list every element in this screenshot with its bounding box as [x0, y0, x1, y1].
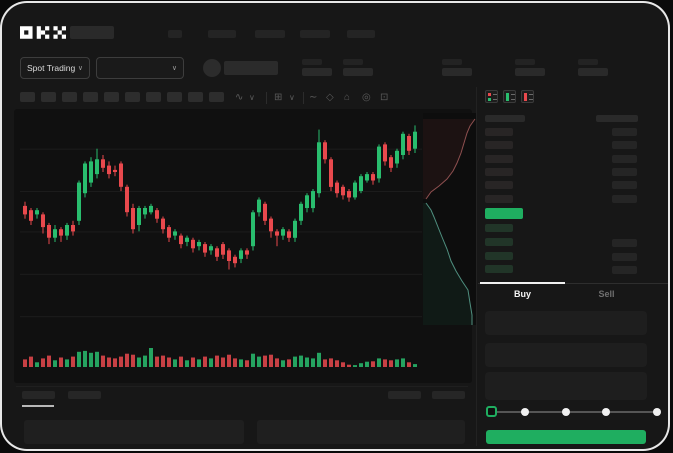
- last-price-badge: [485, 208, 523, 219]
- ask-size-placeholder[interactable]: [612, 141, 637, 149]
- buy-submit-button[interactable]: [486, 430, 646, 444]
- pair-dropdown[interactable]: ∨: [96, 57, 184, 79]
- ask-price-placeholder[interactable]: [485, 141, 513, 149]
- stat-label-placeholder: [302, 59, 322, 65]
- bid-price-placeholder[interactable]: [485, 252, 513, 260]
- ask-price-placeholder[interactable]: [485, 195, 513, 203]
- order-book-header-placeholder: [596, 115, 638, 122]
- slider-stop-active[interactable]: [486, 406, 497, 417]
- panel-divider: [476, 87, 477, 446]
- bottom-tab-placeholder[interactable]: [68, 391, 101, 399]
- candlestick-chart[interactable]: [20, 115, 422, 335]
- market-type-dropdown[interactable]: Spot Trading ∨: [20, 57, 90, 79]
- bottom-tab-placeholder[interactable]: [22, 391, 55, 399]
- order-form-field[interactable]: [485, 343, 647, 367]
- fullscreen-icon[interactable]: ⊡: [380, 92, 389, 103]
- book-bids-icon[interactable]: [503, 90, 516, 103]
- chevron-down-icon[interactable]: ∨: [249, 93, 255, 102]
- nav-item-placeholder[interactable]: [347, 30, 375, 38]
- okx-logo[interactable]: [20, 26, 66, 39]
- ask-size-placeholder[interactable]: [612, 128, 637, 136]
- toolbar-divider: [303, 92, 304, 104]
- app-window: Spot Trading ∨ ∨ ∿ ∨ ⊞ ∨ ∼ ◇ ⌂ ◎ ⊡: [2, 3, 668, 449]
- bid-price-placeholder[interactable]: [485, 238, 513, 246]
- ask-price-placeholder[interactable]: [485, 128, 513, 136]
- stat-label-placeholder: [343, 59, 363, 65]
- book-asks-icon[interactable]: [521, 90, 534, 103]
- bottom-row-placeholder: [24, 420, 244, 444]
- line-tool-icon[interactable]: ∼: [309, 92, 318, 103]
- order-book-header-placeholder: [485, 115, 525, 122]
- candle-style-icon[interactable]: ∿: [235, 92, 244, 103]
- chevron-down-icon: ∨: [171, 64, 177, 72]
- tab-sell[interactable]: Sell: [598, 289, 615, 299]
- ask-size-placeholder[interactable]: [612, 168, 637, 176]
- timeframe-button-placeholder[interactable]: [209, 92, 224, 102]
- timeframe-button-placeholder[interactable]: [125, 92, 140, 102]
- shapes-icon[interactable]: ◇: [326, 92, 334, 103]
- slider-stop[interactable]: [562, 408, 570, 416]
- camera-icon[interactable]: ⌂: [344, 92, 351, 103]
- stat-label-placeholder: [515, 59, 535, 65]
- pair-name-placeholder: [224, 61, 278, 75]
- timeframe-button-placeholder[interactable]: [83, 92, 98, 102]
- bid-price-placeholder[interactable]: [485, 265, 513, 273]
- order-form-field[interactable]: [485, 311, 647, 335]
- ask-price-placeholder[interactable]: [485, 155, 513, 163]
- slider-stop[interactable]: [602, 408, 610, 416]
- tabbar-divider: [478, 283, 668, 284]
- slider-stop[interactable]: [521, 408, 529, 416]
- stat-label-placeholder: [442, 59, 462, 65]
- timeframe-button-placeholder[interactable]: [146, 92, 161, 102]
- bottom-action-placeholder[interactable]: [388, 391, 421, 399]
- depth-chart: [423, 113, 477, 325]
- bid-size-placeholder[interactable]: [612, 266, 637, 274]
- nav-item-placeholder[interactable]: [168, 30, 182, 38]
- active-tab-underline: [480, 282, 565, 284]
- nav-item-placeholder[interactable]: [208, 30, 236, 38]
- ask-size-placeholder[interactable]: [612, 195, 637, 203]
- header-search-placeholder[interactable]: [70, 26, 114, 39]
- bottom-action-placeholder[interactable]: [432, 391, 465, 399]
- indicators-icon[interactable]: ⊞: [274, 92, 283, 103]
- stat-value-placeholder: [343, 68, 373, 76]
- tab-buy[interactable]: Buy: [513, 289, 531, 299]
- stat-label-placeholder: [578, 59, 598, 65]
- slider-stop[interactable]: [653, 408, 661, 416]
- toolbar-divider: [266, 92, 267, 104]
- chevron-down-icon: ∨: [77, 64, 83, 72]
- bottom-row-placeholder: [257, 420, 465, 444]
- slider-track[interactable]: [491, 411, 658, 413]
- timeframe-button-placeholder[interactable]: [167, 92, 182, 102]
- chevron-down-icon[interactable]: ∨: [289, 93, 295, 102]
- stat-value-placeholder: [442, 68, 472, 76]
- bottom-tab-underline: [22, 405, 54, 407]
- stat-value-placeholder: [515, 68, 545, 76]
- stat-value-placeholder: [578, 68, 608, 76]
- timeframe-button-placeholder[interactable]: [62, 92, 77, 102]
- bottom-divider: [16, 386, 468, 387]
- bid-size-placeholder[interactable]: [612, 239, 637, 247]
- ask-price-placeholder[interactable]: [485, 181, 513, 189]
- settings-icon[interactable]: ◎: [362, 92, 371, 103]
- nav-item-placeholder[interactable]: [300, 30, 330, 38]
- timeframe-button-placeholder[interactable]: [104, 92, 119, 102]
- bid-size-placeholder[interactable]: [612, 253, 637, 261]
- bid-price-placeholder[interactable]: [485, 224, 513, 232]
- ask-price-placeholder[interactable]: [485, 168, 513, 176]
- stat-value-placeholder: [302, 68, 332, 76]
- nav-item-placeholder[interactable]: [255, 30, 285, 38]
- ask-size-placeholder[interactable]: [612, 155, 637, 163]
- order-form-field[interactable]: [485, 372, 647, 400]
- pair-avatar: [203, 59, 221, 77]
- market-type-label: Spot Trading: [27, 63, 76, 73]
- book-all-icon[interactable]: [485, 90, 498, 103]
- timeframe-button-placeholder[interactable]: [188, 92, 203, 102]
- ask-size-placeholder[interactable]: [612, 181, 637, 189]
- volume-chart: [23, 348, 417, 367]
- timeframe-button-placeholder[interactable]: [41, 92, 56, 102]
- timeframe-button-placeholder[interactable]: [20, 92, 35, 102]
